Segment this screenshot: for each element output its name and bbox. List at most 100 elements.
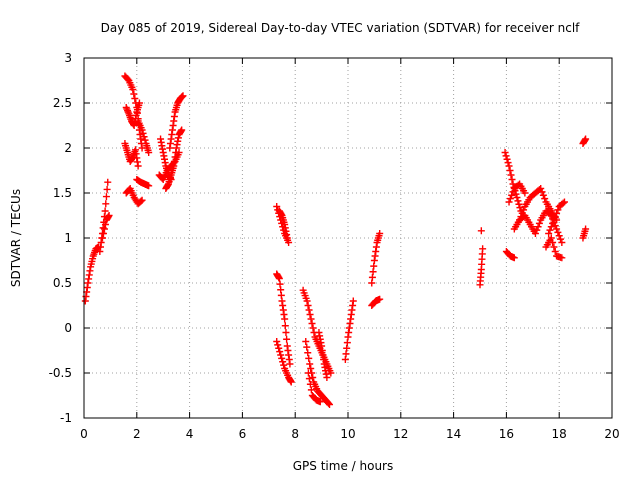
data-point	[541, 195, 549, 203]
y-tick-label: -0.5	[49, 366, 72, 380]
data-point	[104, 178, 112, 186]
data-point	[135, 99, 143, 107]
x-tick-label: 16	[499, 427, 514, 441]
data-point	[505, 162, 513, 170]
data-point	[535, 219, 543, 227]
data-point	[582, 135, 590, 143]
data-point	[521, 189, 529, 197]
x-tick-label: 18	[552, 427, 567, 441]
data-point	[130, 90, 138, 98]
data-point	[306, 360, 314, 368]
data-point	[304, 369, 312, 377]
data-point	[555, 232, 563, 240]
data-point	[515, 200, 523, 208]
data-point	[145, 149, 153, 156]
data-point	[179, 92, 187, 100]
data-point	[98, 234, 106, 242]
data-point	[316, 398, 324, 406]
data-point	[304, 349, 312, 357]
x-tick-label: 4	[186, 427, 194, 441]
x-axis-label: GPS time / hours	[293, 459, 394, 473]
data-point	[514, 197, 522, 205]
data-point	[545, 230, 553, 237]
data-point	[277, 351, 285, 359]
data-point	[546, 210, 554, 218]
data-point	[99, 230, 107, 237]
data-point	[287, 378, 295, 386]
x-tick-label: 8	[291, 427, 299, 441]
data-point	[100, 225, 108, 233]
data-point	[323, 374, 331, 381]
data-point	[101, 221, 109, 228]
x-tick-label: 10	[340, 427, 355, 441]
data-point	[305, 306, 313, 314]
x-tick-label: 2	[133, 427, 141, 441]
data-point	[276, 348, 284, 356]
data-point	[274, 341, 282, 349]
x-tick-label: 20	[604, 427, 619, 441]
data-point	[281, 315, 289, 323]
data-points	[81, 72, 590, 408]
data-point	[558, 254, 566, 262]
data-point	[282, 329, 290, 336]
data-point	[504, 159, 512, 167]
data-point	[304, 302, 312, 309]
data-point	[537, 185, 545, 192]
data-point	[309, 324, 317, 332]
y-tick-label: 1	[64, 231, 72, 245]
data-point	[101, 207, 109, 215]
data-point	[520, 206, 528, 214]
y-axis-label: SDTVAR / TECUs	[9, 189, 23, 287]
data-point	[105, 212, 113, 219]
data-point	[506, 167, 514, 174]
data-point	[307, 365, 315, 372]
data-point	[513, 194, 521, 201]
y-tick-label: 1.5	[53, 186, 72, 200]
data-point	[534, 223, 542, 231]
data-point	[281, 322, 289, 330]
data-point	[303, 297, 311, 305]
data-point	[279, 358, 287, 366]
data-point	[539, 191, 547, 199]
data-point	[138, 126, 146, 134]
data-point	[503, 155, 511, 163]
y-tick-label: 3	[64, 51, 72, 65]
y-tick-label: 2	[64, 141, 72, 155]
data-point	[327, 369, 335, 377]
x-tick-label: 6	[239, 427, 247, 441]
data-point	[502, 152, 510, 160]
data-point	[547, 212, 555, 219]
data-point	[507, 171, 515, 179]
data-point	[283, 335, 291, 343]
data-point	[508, 176, 516, 183]
data-point	[286, 360, 294, 368]
data-point	[506, 195, 514, 203]
data-point	[325, 399, 333, 407]
data-point	[550, 243, 558, 251]
data-point	[479, 245, 487, 253]
data-point	[131, 95, 139, 102]
data-point	[305, 354, 313, 362]
data-point	[557, 235, 565, 243]
data-point	[508, 191, 516, 199]
x-tick-label: 0	[80, 427, 88, 441]
data-point	[141, 136, 149, 144]
data-point	[554, 228, 562, 236]
chart-title: Day 085 of 2019, Sidereal Day-to-day VTE…	[101, 21, 581, 35]
data-point	[139, 129, 147, 137]
data-point	[510, 254, 518, 262]
data-point	[134, 162, 142, 170]
data-point	[505, 198, 513, 206]
data-point	[140, 133, 148, 141]
data-point	[553, 225, 561, 233]
data-point	[308, 320, 316, 327]
data-point	[307, 315, 315, 323]
data-point	[551, 213, 559, 221]
y-tick-label: 0.5	[53, 276, 72, 290]
data-point	[349, 297, 357, 305]
data-point	[551, 248, 559, 255]
data-point	[303, 343, 311, 351]
data-point	[283, 234, 291, 242]
